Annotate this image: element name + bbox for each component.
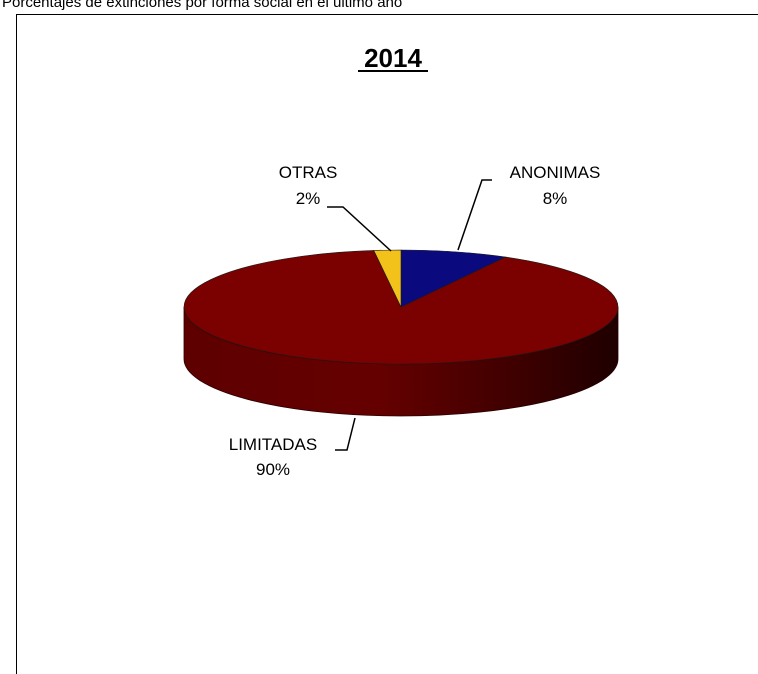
slice-value-otras: 2% <box>296 189 321 208</box>
pie-slice-otras <box>373 249 402 308</box>
slice-value-limitadas: 90% <box>256 460 290 479</box>
slice-label-otras: OTRAS <box>279 163 338 182</box>
leader-lines <box>327 179 492 451</box>
leader-line-limitadas <box>335 417 356 451</box>
slice-value-anonimas: 8% <box>543 189 568 208</box>
chart-title: 2014 <box>364 43 422 73</box>
leader-line-otras <box>327 206 392 252</box>
pie-slice-anonimas <box>400 249 507 308</box>
leader-line-anonimas <box>457 179 492 251</box>
chart-frame <box>16 14 758 674</box>
page-caption: Porcentajes de extinciones por forma soc… <box>2 0 403 11</box>
pie-top <box>183 249 619 365</box>
slice-label-limitadas: LIMITADAS <box>229 435 317 454</box>
slice-label-anonimas: ANONIMAS <box>510 163 601 182</box>
pie-slice-limitadas <box>183 250 619 365</box>
